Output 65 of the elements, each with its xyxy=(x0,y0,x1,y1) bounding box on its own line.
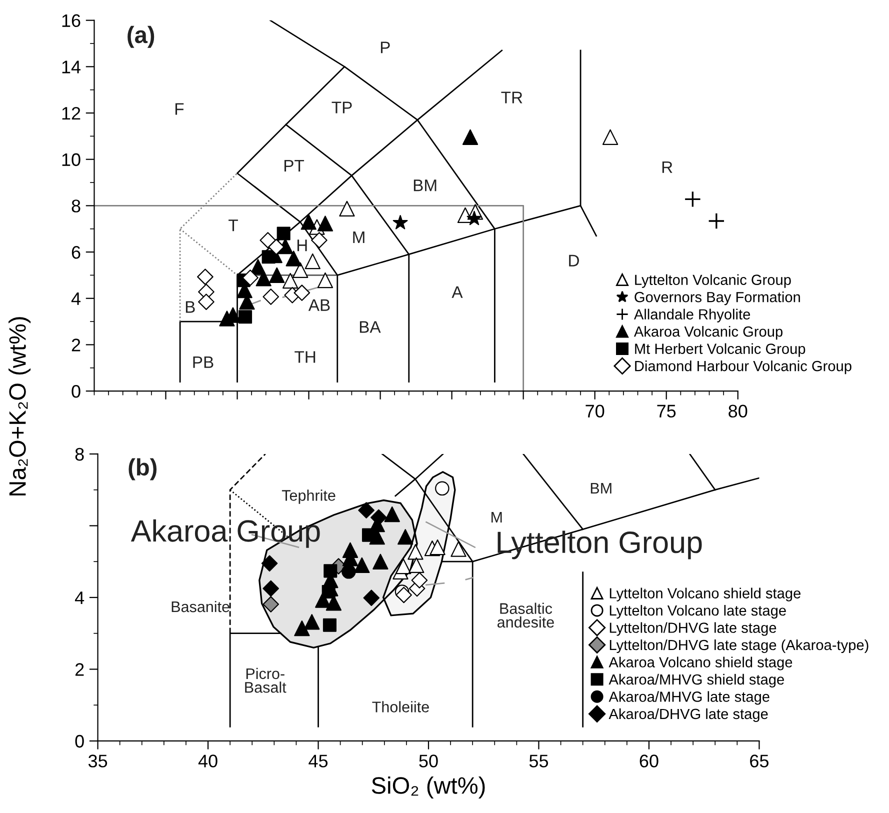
legend-label: Lyttelton/DHVG late stage xyxy=(610,622,776,636)
annotation: (b) xyxy=(128,458,157,480)
x-axis-title: SiO₂ (wt%) xyxy=(372,776,485,799)
legend-label: Akaroa/DHVG late stage xyxy=(608,708,768,722)
annotation: (a) xyxy=(128,26,154,48)
x-tick-label: 70 xyxy=(586,404,604,418)
annotation: T xyxy=(228,220,238,232)
annotation: P xyxy=(380,42,390,54)
y-tick-label: 4 xyxy=(71,292,81,305)
legend-label: Allandale Rhyolite xyxy=(634,308,750,322)
annotation: M xyxy=(353,232,364,243)
annotation: PB xyxy=(193,356,214,368)
annotation: Tephrite xyxy=(282,490,336,504)
legend-label: Lyttelton Volcano late stage xyxy=(610,604,786,619)
legend-label: Akaroa Volcano shield stage xyxy=(608,656,792,670)
y-tick-label: 6 xyxy=(72,246,80,259)
annotation: Basaltic andesite xyxy=(497,602,554,628)
y-tick-label: 16 xyxy=(62,14,80,28)
x-tick-label: 50 xyxy=(419,754,438,768)
legend-label: Akaroa/MHVG late stage xyxy=(608,691,770,705)
y-tick-label: 12 xyxy=(62,106,80,120)
y-tick-label: 0 xyxy=(75,734,84,748)
annotation: Picro- Basalt xyxy=(245,668,286,693)
annotation: TP xyxy=(332,102,352,114)
x-tick-label: 45 xyxy=(308,754,328,768)
legend-label: Lyttelton Volcanic Group xyxy=(635,274,791,288)
legend-label: Akaroa/MHVG shield stage xyxy=(608,674,784,688)
legend-label: Lyttelton/DHVG late stage (Akaroa-type) xyxy=(610,639,868,654)
annotation: BM xyxy=(414,180,436,192)
x-tick-label: 55 xyxy=(529,754,548,768)
legend-label: Mt Herbert Volcanic Group xyxy=(635,343,806,357)
legend-label: Lyttelton Volcano shield stage xyxy=(610,588,800,602)
annotation: A xyxy=(452,286,463,298)
x-tick-label: 80 xyxy=(728,404,748,418)
y-tick-label: 8 xyxy=(75,448,84,461)
x-tick-label: 75 xyxy=(657,404,676,418)
annotation: M xyxy=(492,512,502,523)
annotation: TH xyxy=(294,351,316,363)
annotation: PT xyxy=(284,160,304,172)
x-tick-label: 35 xyxy=(88,754,108,768)
x-tick-label: 65 xyxy=(750,754,768,768)
y-tick-label: 8 xyxy=(72,200,80,212)
annotation: BA xyxy=(360,321,381,333)
legend-label: Akaroa Volcanic Group xyxy=(634,326,782,340)
annotation: B xyxy=(186,301,195,313)
x-tick-label: 40 xyxy=(198,754,218,768)
y-tick-label: 4 xyxy=(74,592,84,604)
annotation: F xyxy=(175,103,184,115)
legend-label: Diamond Harbour Volcanic Group xyxy=(635,360,852,374)
annotation: Tholeiite xyxy=(372,701,429,712)
y-tick-label: 2 xyxy=(72,338,80,352)
y-tick-label: 2 xyxy=(75,663,84,676)
y-tick-label: 10 xyxy=(62,153,80,166)
x-tick-label: 60 xyxy=(640,754,658,768)
annotation: R xyxy=(662,161,672,173)
annotation: BM xyxy=(590,483,612,494)
y-axis-title: Na₂O+K₂O (wt%) xyxy=(8,317,31,496)
annotation: D xyxy=(569,254,579,266)
annotation: Basanite xyxy=(172,600,230,612)
y-tick-label: 0 xyxy=(72,384,80,398)
annotation: H xyxy=(297,240,307,252)
annotation: TR xyxy=(501,92,522,104)
y-tick-label: 14 xyxy=(62,60,81,74)
legend-label: Governors Bay Formation xyxy=(634,292,800,306)
annotation: AB xyxy=(308,299,330,311)
